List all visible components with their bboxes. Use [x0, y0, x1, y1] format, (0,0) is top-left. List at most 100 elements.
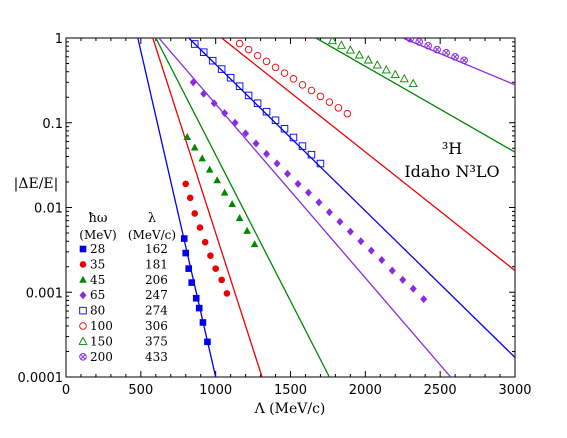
x-tick-label: 2500: [424, 383, 457, 398]
legend-hw-value: 150: [90, 334, 113, 348]
data-point-hw-65: [210, 99, 218, 108]
data-point-hw-200: [460, 56, 468, 65]
data-point-hw-45: [228, 199, 236, 207]
data-point-hw-80: [280, 124, 289, 133]
data-point-hw-45: [243, 226, 251, 234]
data-point-hw-28: [195, 304, 203, 312]
legend-hw-value: 35: [90, 257, 105, 271]
data-point-hw-65: [409, 284, 417, 293]
fit-line-hw-150: [315, 38, 515, 153]
data-point-hw-65: [242, 129, 250, 138]
legend-header-lambda-unit: (MeV/c): [128, 228, 176, 242]
legend-header-hw: ħω: [89, 211, 108, 226]
data-point-hw-45: [213, 176, 221, 184]
data-point-hw-45: [250, 240, 259, 248]
data-point-hw-28: [180, 235, 188, 242]
data-point-hw-80: [271, 116, 280, 125]
data-point-hw-100: [334, 104, 343, 112]
legend-marker-hw-80: [79, 306, 87, 315]
x-tick-label: 1500: [274, 383, 307, 398]
data-point-hw-100: [244, 45, 253, 54]
x-tick-label: 2000: [349, 383, 382, 398]
data-point-hw-80: [217, 65, 226, 73]
data-point-hw-65: [357, 237, 365, 246]
legend-lambda-value: 181: [145, 257, 168, 271]
data-point-hw-100: [307, 86, 316, 95]
data-point-hw-35: [207, 252, 214, 259]
data-point-hw-45: [235, 214, 244, 222]
legend-hw-value: 45: [90, 273, 105, 287]
data-point-hw-65: [336, 217, 344, 226]
data-point-hw-80: [262, 107, 271, 116]
legend-lambda-value: 274: [145, 304, 168, 318]
data-point-hw-45: [183, 132, 192, 140]
data-point-hw-150: [408, 78, 418, 88]
data-point-hw-65: [399, 275, 407, 284]
data-point-hw-28: [204, 338, 211, 346]
x-tick-label: 500: [128, 383, 153, 398]
data-point-hw-65: [189, 78, 197, 87]
fit-line-hw-200: [402, 38, 515, 86]
data-point-hw-80: [226, 73, 235, 82]
legend-marker-hw-200: [79, 353, 87, 361]
legend-marker-hw-28: [79, 245, 87, 253]
legend-lambda-value: 375: [145, 334, 168, 348]
data-point-hw-35: [218, 276, 225, 284]
data-point-hw-35: [212, 265, 219, 272]
data-point-hw-65: [367, 246, 375, 255]
legend-header-lambda: λ: [148, 211, 156, 226]
data-point-hw-100: [325, 98, 334, 106]
data-point-hw-200: [415, 38, 424, 46]
legend-hw-value: 100: [90, 319, 113, 333]
data-point-hw-100: [235, 39, 244, 48]
data-point-hw-200: [424, 41, 432, 50]
legend-marker-hw-35: [79, 261, 87, 268]
y-tick-label: 1: [55, 32, 63, 47]
x-tick-label: 3000: [498, 383, 531, 398]
data-point-hw-80: [244, 91, 253, 100]
data-point-hw-150: [399, 73, 409, 83]
data-point-hw-35: [191, 210, 199, 217]
data-point-hw-28: [188, 279, 196, 286]
data-point-hw-150: [354, 50, 364, 59]
x-tick-label: 0: [62, 383, 70, 398]
data-point-hw-80: [208, 56, 217, 65]
data-point-hw-65: [420, 295, 428, 304]
data-point-hw-150: [336, 40, 346, 49]
fit-line-hw-35: [152, 38, 263, 377]
legend-lambda-value: 162: [145, 242, 168, 256]
data-point-hw-100: [316, 92, 325, 101]
data-point-hw-65: [315, 198, 323, 207]
data-point-hw-150: [363, 55, 373, 64]
data-point-hw-65: [273, 159, 281, 168]
data-point-hw-100: [271, 63, 280, 72]
data-point-hw-35: [196, 224, 204, 231]
data-point-hw-35: [186, 194, 194, 202]
data-point-hw-28: [185, 265, 193, 272]
data-point-hw-80: [235, 82, 244, 90]
y-tick-label: 0.1: [42, 117, 63, 132]
data-point-hw-80: [253, 99, 262, 107]
data-point-hw-200: [433, 45, 441, 54]
data-point-hw-150: [390, 69, 400, 79]
data-point-hw-45: [220, 188, 229, 196]
data-point-hw-200: [406, 38, 415, 43]
y-tick-label: 0.01: [34, 202, 63, 217]
data-point-hw-65: [388, 266, 396, 275]
legend-lambda-value: 433: [145, 350, 168, 364]
x-tick-label: 1000: [199, 383, 232, 398]
legend-marker-hw-45: [79, 275, 87, 283]
data-point-hw-35: [201, 238, 209, 246]
data-point-hw-150: [381, 64, 391, 74]
data-point-hw-65: [346, 227, 354, 236]
x-axis-label: Λ (MeV/c): [254, 401, 326, 417]
legend-marker-hw-65: [79, 291, 87, 300]
fit-line-hw-65: [158, 38, 452, 377]
data-point-hw-200: [442, 48, 450, 57]
data-point-hw-80: [289, 133, 298, 142]
data-point-hw-80: [316, 159, 325, 168]
y-axis-label: |ΔE/E|: [14, 176, 59, 192]
fit-line-hw-100: [221, 38, 515, 272]
legend: ħω (MeV) λ (MeV/c) 28 162 35 181 45 206 65 247 8…: [78, 211, 176, 364]
